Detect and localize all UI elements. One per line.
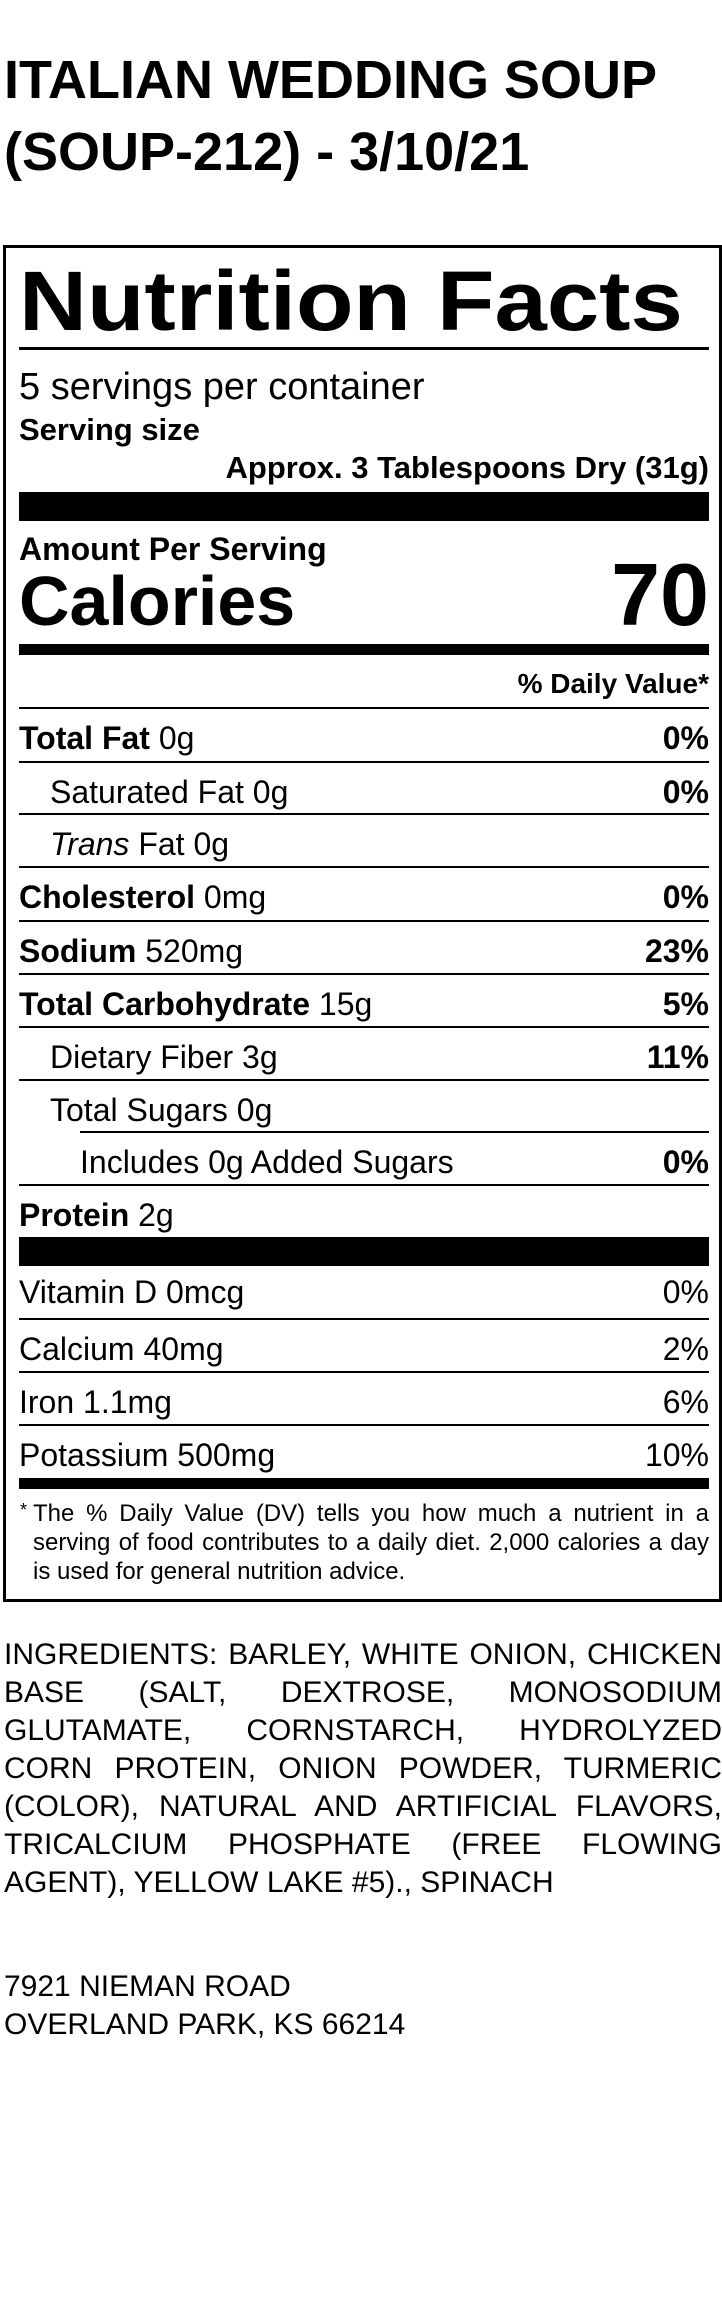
nutrient-name: Total Carbohydrate [19, 986, 310, 1022]
vitamin-dv: 0% [662, 1274, 709, 1310]
vitamin-row-iron: Iron 1.1mg 6% [19, 1371, 709, 1424]
nutrient-amount: 0mg [203, 879, 267, 915]
nutrient-row-total-carbohydrate: Total Carbohydrate 15g 5% [19, 973, 709, 1026]
vitamin-name: Iron 1.1mg [19, 1384, 172, 1420]
nutrient-dv: 0% [662, 879, 709, 915]
ingredients-text: INGREDIENTS: BARLEY, WHITE ONION, CHICKE… [4, 1638, 722, 1899]
medium-divider [19, 644, 709, 655]
vitamin-name: Vitamin D 0mcg [19, 1274, 245, 1310]
vitamin-name: Calcium 40mg [19, 1331, 224, 1367]
servings-per-container: 5 servings per container [19, 366, 425, 408]
nutrient-name: Cholesterol [19, 879, 196, 915]
nutrient-amount: 0g [158, 720, 195, 756]
calories-value: 70 [611, 545, 709, 644]
nutrient-row-cholesterol: Cholesterol 0mg 0% [19, 866, 709, 919]
nutrient-name: Sodium [19, 933, 137, 969]
nutrient-name: Trans [50, 826, 130, 862]
nutrient-dv: 11% [646, 1039, 709, 1075]
nutrient-row-saturated-fat: Saturated Fat 0g 0% [19, 761, 709, 814]
vitamin-row-vitamin-d: Vitamin D 0mcg 0% [19, 1266, 709, 1319]
nutrient-name: Protein [19, 1197, 130, 1233]
thick-divider [19, 1237, 709, 1266]
nutrient-amount: 3g [242, 1039, 278, 1075]
divider [19, 347, 709, 350]
nutrient-row-sodium: Sodium 520mg 23% [19, 920, 709, 973]
nutrient-row-total-fat: Total Fat 0g 0% [19, 707, 709, 760]
nutrient-name: Total Fat [19, 720, 150, 756]
daily-value-footnote: The % Daily Value (DV) tells you how muc… [33, 1500, 709, 1585]
nutrient-row-protein: Protein 2g [19, 1184, 709, 1237]
nutrient-dv: 23% [644, 933, 709, 969]
nutrient-row-trans-fat: Trans Fat 0g [19, 813, 709, 866]
nutrient-amount: 2g [138, 1197, 174, 1233]
nutrition-facts-heading: Nutrition Facts [19, 254, 683, 348]
nutrient-amount: 0g [252, 774, 289, 810]
thick-divider [19, 492, 709, 521]
nutrient-amount: 15g [318, 986, 373, 1022]
nutrient-dv: 0% [662, 774, 709, 810]
medium-divider [19, 1478, 709, 1489]
serving-size-value: Approx. 3 Tablespoons Dry (31g) [225, 450, 709, 485]
nutrient-name: Dietary Fiber [50, 1039, 234, 1075]
nutrient-dv: 0% [662, 720, 709, 756]
nutrient-amount: 520mg [145, 933, 244, 969]
product-title-line1: ITALIAN WEDDING SOUP [4, 50, 657, 110]
nutrient-amount: Fat 0g [138, 826, 230, 862]
nutrient-row-dietary-fiber: Dietary Fiber 3g 11% [19, 1026, 709, 1079]
nutrient-amount: 0g [236, 1092, 273, 1128]
address-line1: 7921 NIEMAN ROAD [4, 1970, 291, 2003]
footnote-asterisk: * [20, 1500, 28, 1520]
manufacturer-address: 7921 NIEMAN ROAD OVERLAND PARK, KS 66214 [4, 1968, 405, 2044]
nutrient-name: Includes 0g Added Sugars [80, 1144, 454, 1180]
vitamin-row-calcium: Calcium 40mg 2% [19, 1318, 709, 1371]
nutrient-name: Saturated Fat [50, 774, 244, 810]
vitamin-row-potassium: Potassium 500mg 10% [19, 1424, 709, 1477]
nutrient-row-total-sugars: Total Sugars 0g [19, 1079, 709, 1132]
address-line2: OVERLAND PARK, KS 66214 [4, 2008, 406, 2041]
vitamin-dv: 2% [662, 1331, 709, 1367]
daily-value-header: % Daily Value* [517, 668, 709, 699]
calories-label: Calories [19, 562, 296, 640]
nutrient-dv: 5% [662, 986, 709, 1022]
nutrient-name: Total Sugars [50, 1092, 228, 1128]
vitamin-name: Potassium 500mg [19, 1437, 276, 1473]
nutrition-facts-panel [3, 245, 722, 1602]
serving-size-label: Serving size [19, 412, 200, 447]
vitamin-dv: 10% [644, 1437, 709, 1473]
product-title-line2: (SOUP-212) - 3/10/21 [4, 122, 530, 182]
nutrient-dv: 0% [662, 1144, 709, 1180]
nutrient-row-added-sugars: Includes 0g Added Sugars 0% [80, 1131, 709, 1184]
amount-per-serving: Amount Per Serving [19, 531, 327, 567]
vitamin-dv: 6% [662, 1384, 709, 1420]
